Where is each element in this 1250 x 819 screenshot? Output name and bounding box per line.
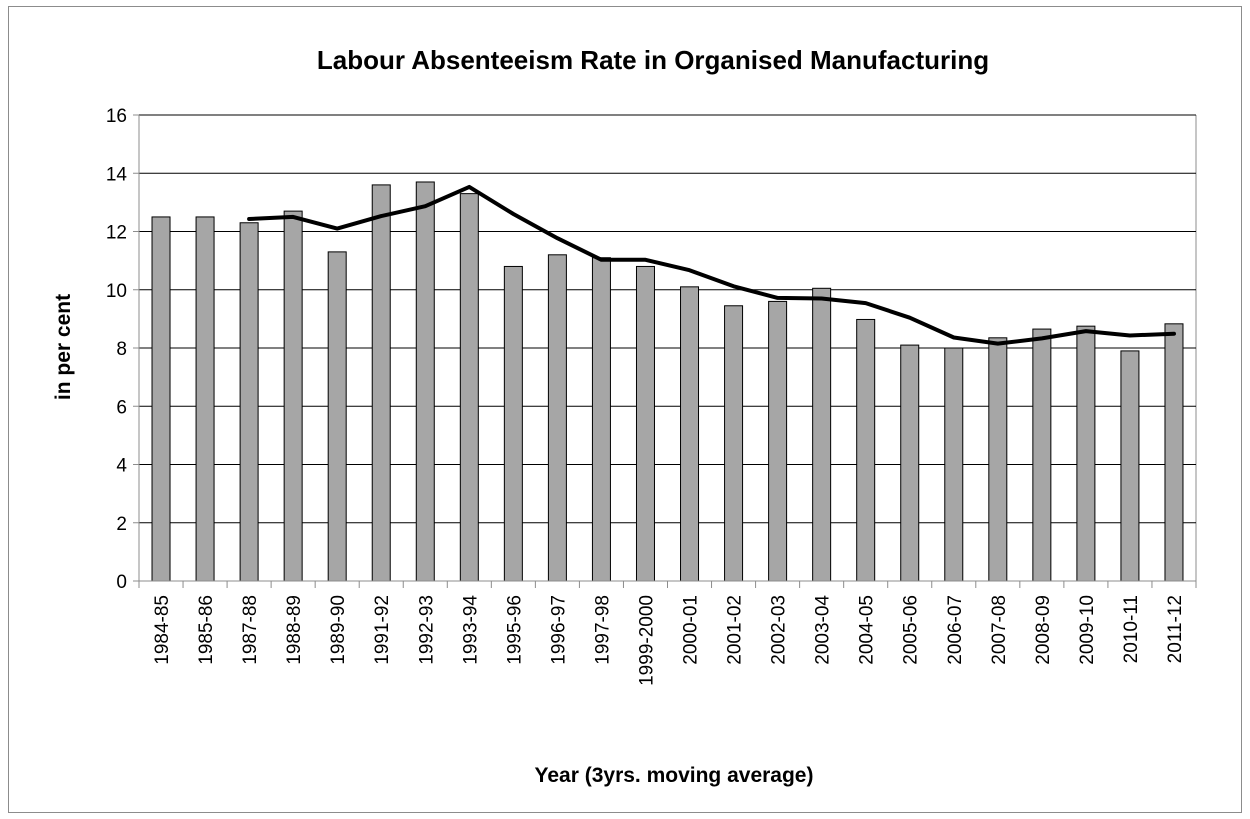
y-tick-label-14: 14 — [106, 164, 128, 185]
bar-2006-07 — [944, 347, 964, 582]
x-tick-label-1988-89: 1988-89 — [284, 595, 305, 665]
bar-1995-96 — [503, 265, 523, 582]
bar-line-chart: Labour Absenteeism Rate in Organised Man… — [52, 45, 1197, 787]
x-axis-title: Year (3yrs. moving average) — [535, 764, 814, 787]
x-tick-label-2010-11: 2010-11 — [1121, 595, 1142, 663]
bar-1992-93 — [415, 181, 435, 582]
bar-1999-2000 — [635, 265, 655, 582]
chart-frame: Labour Absenteeism Rate in Organised Man… — [8, 6, 1242, 813]
x-tick-label-1995-96: 1995-96 — [504, 595, 525, 665]
bar-2010-11 — [1120, 350, 1140, 582]
x-tick-label-1997-98: 1997-98 — [592, 595, 613, 665]
bar-1997-98 — [591, 257, 611, 582]
bar-1989-90 — [327, 251, 347, 582]
x-tick-labels: 1984-85 1985-86 1987-88 1988-89 1989-90 1991-… — [152, 595, 1186, 686]
bar-2008-09 — [1032, 328, 1052, 582]
bar-2002-03 — [768, 300, 788, 582]
bar-2005-06 — [900, 344, 920, 582]
x-tick-label-2002-03: 2002-03 — [769, 595, 790, 665]
bar-1996-97 — [547, 254, 567, 582]
x-tick-label-2005-06: 2005-06 — [901, 595, 922, 665]
x-tick-label-1992-93: 1992-93 — [416, 595, 437, 665]
bar-2009-10 — [1076, 325, 1096, 582]
y-tick-label-10: 10 — [106, 281, 127, 302]
x-tick-label-2000-01: 2000-01 — [681, 595, 702, 665]
bar-2011-12 — [1164, 323, 1184, 582]
y-tick-label-8: 8 — [116, 339, 127, 360]
x-tick-label-1989-90: 1989-90 — [328, 595, 349, 665]
x-tick-label-1984-85: 1984-85 — [152, 595, 173, 665]
x-tick-label-2007-08: 2007-08 — [989, 595, 1010, 665]
bar-2001-02 — [724, 305, 744, 582]
x-tick-label-2003-04: 2003-04 — [813, 595, 834, 665]
y-tick-labels: 0 2 4 6 8 10 12 14 16 — [106, 106, 128, 593]
x-tick-label-2011-12: 2011-12 — [1165, 595, 1186, 663]
x-tick-label-1987-88: 1987-88 — [240, 595, 261, 665]
y-tick-label-2: 2 — [116, 514, 127, 535]
y-axis-title: in per cent — [52, 294, 75, 400]
x-tick-label-1985-86: 1985-86 — [196, 595, 217, 665]
y-tick-label-16: 16 — [106, 106, 127, 127]
bar-series — [151, 181, 1184, 582]
moving-average-series — [247, 184, 1176, 346]
x-tick-label-2008-09: 2008-09 — [1033, 595, 1054, 665]
bar-1984-85 — [151, 216, 171, 582]
x-tick-label-2006-07: 2006-07 — [945, 595, 966, 665]
bar-1987-88 — [239, 222, 259, 582]
x-tick-label-1999-2000: 1999-2000 — [636, 595, 657, 686]
x-tick-label-2001-02: 2001-02 — [725, 595, 746, 665]
y-tick-label-12: 12 — [106, 223, 127, 244]
bar-1985-86 — [195, 216, 215, 582]
chart-title: Labour Absenteeism Rate in Organised Man… — [317, 45, 989, 75]
y-tick-label-4: 4 — [116, 456, 127, 477]
bar-2003-04 — [812, 287, 832, 582]
bar-1993-94 — [459, 193, 479, 582]
moving-average-line — [247, 184, 1176, 346]
gridlines — [139, 114, 1197, 581]
x-tick-label-2004-05: 2004-05 — [857, 595, 878, 665]
x-tick-label-1996-97: 1996-97 — [548, 595, 569, 665]
bar-1991-92 — [371, 184, 391, 582]
bar-1988-89 — [283, 210, 303, 582]
y-tick-label-0: 0 — [116, 572, 127, 593]
x-tick-label-2009-10: 2009-10 — [1077, 595, 1098, 665]
x-tick-label-1993-94: 1993-94 — [460, 595, 481, 665]
x-tick-label-1991-92: 1991-92 — [372, 595, 393, 665]
y-tick-label-6: 6 — [116, 397, 127, 418]
axes — [133, 114, 1197, 588]
bar-2007-08 — [988, 337, 1008, 582]
bar-2000-01 — [680, 286, 700, 582]
bar-2004-05 — [856, 318, 876, 582]
